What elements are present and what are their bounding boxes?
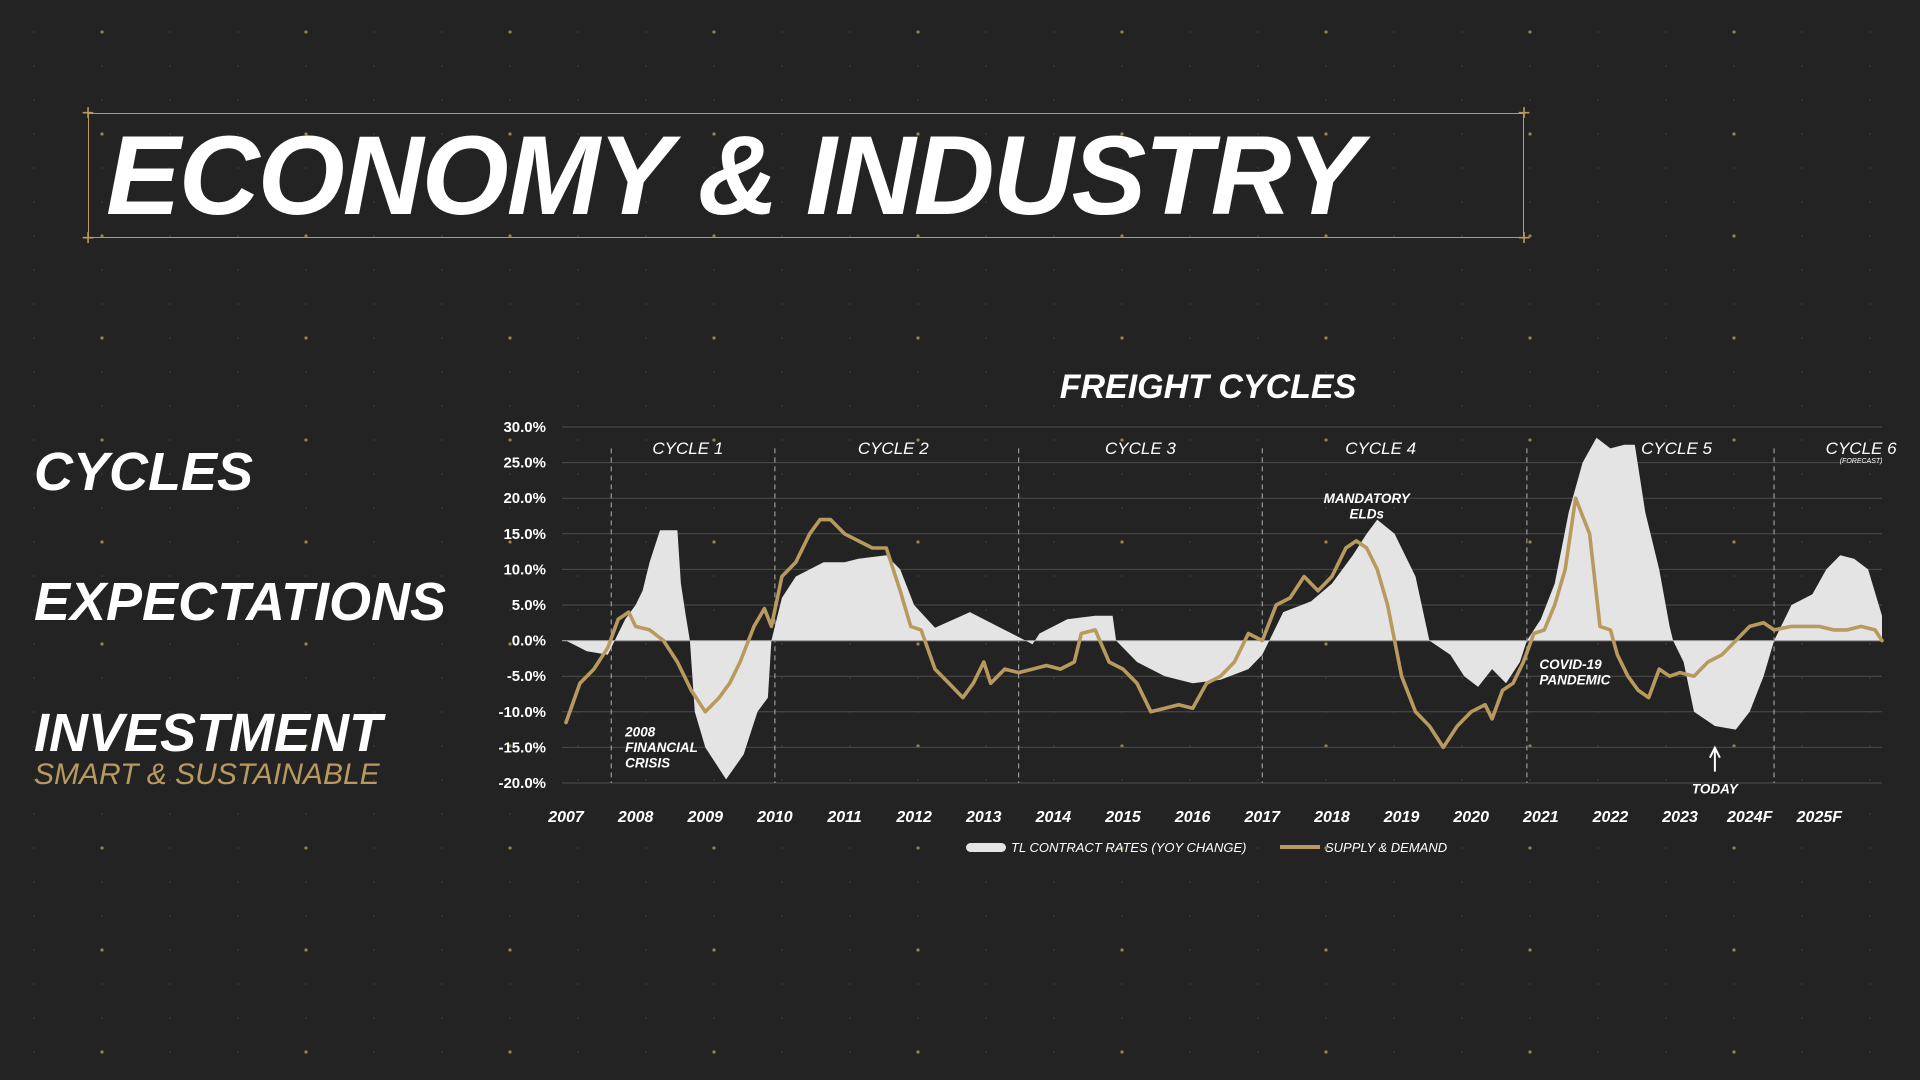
x-tick-label: 2009: [686, 809, 723, 826]
y-tick-label: 30.0%: [503, 419, 546, 436]
legend-label: TL CONTRACT RATES (YOY CHANGE): [1011, 840, 1246, 855]
frame-corner-mark: +: [1517, 100, 1531, 125]
cycle-label: CYCLE 4: [1345, 439, 1416, 458]
cycle-label: CYCLE 2: [858, 439, 929, 458]
y-tick-label: -10.0%: [498, 704, 546, 721]
x-tick-label: 2016: [1174, 809, 1211, 826]
y-tick-label: 5.0%: [512, 597, 546, 614]
cycle-label: CYCLE 6: [1826, 439, 1897, 458]
x-tick-label: 2020: [1452, 809, 1489, 826]
frame-corner-mark: +: [81, 225, 95, 250]
frame-corner-mark: +: [81, 100, 95, 125]
legend-swatch-line: [1280, 845, 1320, 849]
line-series-supply-demand: [564, 496, 1884, 750]
area-series-tl-contract-rates: [566, 437, 1882, 780]
y-tick-label: -15.0%: [498, 739, 546, 756]
x-tick-label: 2012: [895, 809, 932, 826]
today-arrow-head: [1708, 745, 1721, 759]
x-tick-label: 2022: [1592, 809, 1629, 826]
chart-title: FREIGHT CYCLES: [1060, 368, 1357, 406]
x-tick-label: 2014: [1035, 809, 1072, 826]
chart-annotation: CRISIS: [625, 756, 670, 771]
y-tick-label: 0.0%: [512, 633, 546, 650]
x-tick-label: 2021: [1522, 809, 1559, 826]
frame-corner-mark: +: [1517, 225, 1531, 250]
x-tick-label: 2011: [826, 809, 862, 826]
x-tick-label: 2017: [1243, 809, 1281, 826]
legend-label: SUPPLY & DEMAND: [1325, 840, 1447, 855]
chart-annotation: PANDEMIC: [1539, 673, 1610, 688]
legend-swatch-area: [966, 843, 1006, 852]
x-tick-label: 2024F: [1726, 809, 1774, 826]
title-frame: [88, 113, 1524, 238]
x-tick-label: 2025F: [1796, 809, 1844, 826]
y-tick-label: -5.0%: [507, 668, 546, 685]
x-tick-label: 2019: [1383, 809, 1420, 826]
x-tick-label: 2013: [965, 809, 1002, 826]
cycle-label: CYCLE 1: [652, 439, 723, 458]
sidebar-item-cycles: CYCLES: [34, 442, 254, 502]
page-title: ECONOMY & INDUSTRY: [106, 113, 1362, 238]
cycle-label: CYCLE 3: [1105, 439, 1176, 458]
x-tick-label: 2010: [756, 809, 793, 826]
chart-annotation: COVID-19: [1539, 657, 1602, 672]
chart-annotation: MANDATORY: [1324, 491, 1412, 506]
y-tick-label: 25.0%: [503, 455, 546, 472]
cycle-label: CYCLE 5: [1641, 439, 1712, 458]
x-tick-label: 2007: [547, 809, 585, 826]
x-tick-label: 2018: [1313, 809, 1350, 826]
cycle-note: (FORECAST): [1840, 458, 1883, 465]
y-tick-label: -20.0%: [498, 775, 546, 792]
chart-annotation: 2008: [624, 725, 656, 740]
y-tick-label: 20.0%: [503, 490, 546, 507]
x-tick-label: 2008: [617, 809, 654, 826]
y-tick-label: 15.0%: [503, 526, 546, 543]
chart-annotation: ELDs: [1349, 507, 1384, 522]
chart-annotation: TODAY: [1692, 782, 1740, 797]
sidebar-item-expectations: EXPECTATIONS: [34, 572, 447, 632]
chart-annotation: FINANCIAL: [625, 740, 698, 755]
y-tick-label: 10.0%: [503, 561, 546, 578]
x-tick-label: 2015: [1104, 809, 1142, 826]
sidebar-subtitle: SMART & SUSTAINABLE: [34, 758, 380, 791]
x-tick-label: 2023: [1661, 809, 1698, 826]
sidebar-item-investment: INVESTMENT: [34, 703, 383, 763]
